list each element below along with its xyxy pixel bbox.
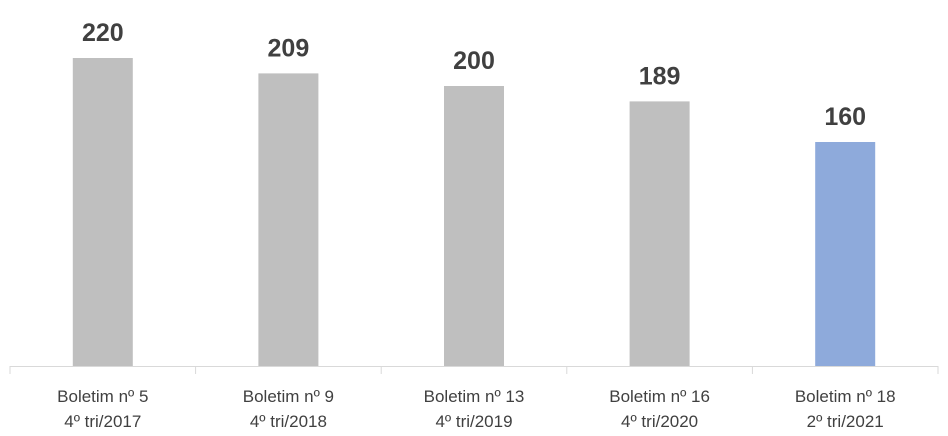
data-label-4: 189: [639, 62, 681, 90]
x-tick-label-5: Boletim nº 18 2º tri/2021: [795, 387, 896, 431]
x-axis: [9, 366, 939, 374]
bar-3: [444, 86, 504, 366]
bar-2: [258, 73, 319, 367]
bar-1: [72, 58, 133, 366]
data-labels-group: 220 209 200 189 160: [82, 19, 866, 131]
x-tick-labels-group: Boletim nº 5 4º tri/2017 Boletim nº 9 4º tr…: [57, 387, 895, 431]
bar-5: [815, 142, 876, 366]
data-label-1: 220: [82, 19, 124, 47]
data-label-2: 209: [268, 34, 310, 62]
bars-group: [72, 58, 876, 367]
x-tick-label-2: Boletim nº 9 4º tri/2018: [243, 387, 334, 431]
x-tick-label-3: Boletim nº 13 4º tri/2019: [424, 387, 525, 431]
data-label-3: 200: [453, 47, 495, 75]
x-tick-label-4: Boletim nº 16 4º tri/2020: [609, 387, 710, 431]
data-label-5: 160: [824, 103, 866, 131]
bar-4: [629, 101, 690, 367]
x-tick-label-1: Boletim nº 5 4º tri/2017: [57, 387, 148, 431]
